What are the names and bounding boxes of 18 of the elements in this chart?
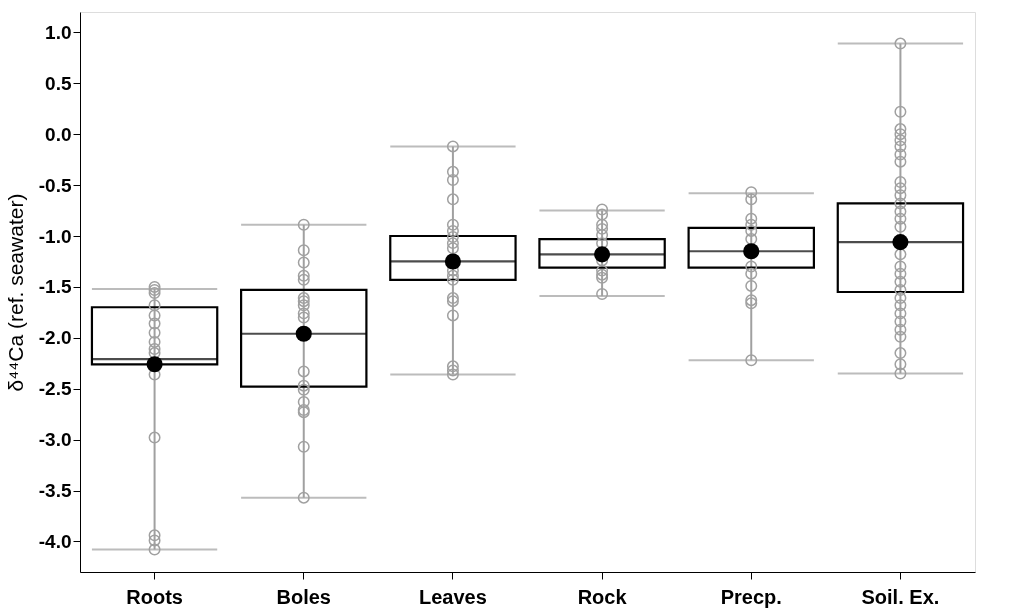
y-tick-label: -2.5: [38, 378, 72, 400]
y-tick-label: -1.5: [38, 276, 72, 298]
y-tick-label: -4.0: [38, 530, 72, 552]
x-tick-label: Roots: [126, 585, 183, 608]
y-tick-label: -0.5: [38, 174, 72, 196]
y-tick-label: -3.5: [38, 480, 72, 502]
x-tick-label: Rock: [577, 585, 628, 608]
y-tick-label: 1.0: [45, 21, 72, 43]
x-tick-label: Boles: [276, 585, 331, 608]
y-tick-label: -3.0: [38, 429, 72, 451]
y-tick-label: -2.0: [38, 327, 72, 349]
x-tick-label: Leaves: [418, 585, 487, 608]
y-tick-label: 0.5: [45, 72, 72, 94]
x-tick-label: Soil. Ex.: [861, 585, 940, 608]
y-tick-label: 0.0: [45, 123, 72, 145]
y-tick-label: -1.0: [38, 225, 72, 247]
x-tick-label: Precp.: [720, 585, 782, 608]
y-axis-title: δ⁴⁴Ca (ref. seawater): [3, 193, 27, 392]
